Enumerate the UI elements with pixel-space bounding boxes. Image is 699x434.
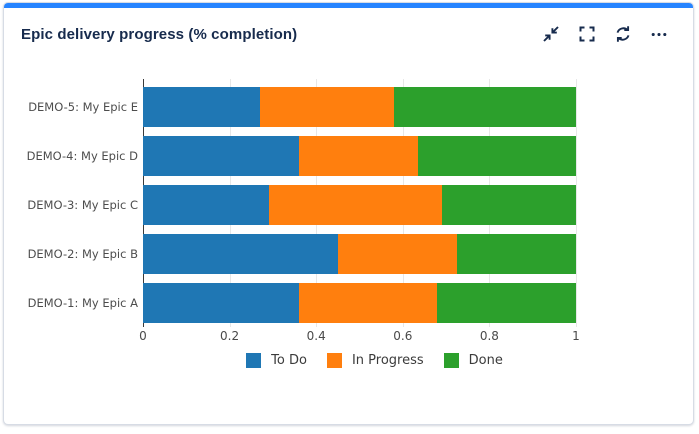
refresh-icon xyxy=(613,24,633,44)
chart-title: Epic delivery progress (% completion) xyxy=(21,25,298,43)
fullscreen-icon xyxy=(578,25,596,43)
bar-segment-to-do[interactable] xyxy=(143,283,299,323)
legend-swatch xyxy=(443,353,459,368)
collapse-button[interactable] xyxy=(541,24,561,44)
bar-segment-done[interactable] xyxy=(456,234,576,274)
bar-segment-done[interactable] xyxy=(441,185,576,225)
bar-segment-to-do[interactable] xyxy=(143,185,269,225)
y-axis-category-label: DEMO-1: My Epic A xyxy=(27,296,138,310)
x-axis-tick-label: 0 xyxy=(139,329,147,343)
x-axis-tick-label: 0.2 xyxy=(220,329,240,343)
stacked-bar-chart: 0 0.2 0.4 0.6 0.8 1 DEMO-5: My Epic E DEMO-4: M… xyxy=(4,3,693,424)
x-axis-tick-label: 0.4 xyxy=(306,329,326,343)
bar-segment-in-progress[interactable] xyxy=(298,283,438,323)
card-toolbar xyxy=(541,24,669,44)
collapse-icon xyxy=(542,25,560,43)
bar-segment-in-progress[interactable] xyxy=(259,87,395,127)
y-axis-category-label: DEMO-2: My Epic B xyxy=(27,247,138,261)
legend-item-done[interactable]: Done xyxy=(443,353,503,368)
legend-label: To Do xyxy=(271,353,307,368)
chart-legend-items: To Do In Progress Done xyxy=(246,353,503,368)
dashboard-gadget-card: Epic delivery progress (% completion) xyxy=(3,2,694,425)
bar-segment-in-progress[interactable] xyxy=(337,234,457,274)
legend-label: Done xyxy=(468,353,503,368)
fullscreen-button[interactable] xyxy=(577,24,597,44)
y-axis-category-label: DEMO-3: My Epic C xyxy=(27,198,138,212)
legend-item-to-do[interactable]: To Do xyxy=(246,353,307,368)
more-options-icon xyxy=(650,25,668,43)
refresh-button[interactable] xyxy=(613,24,633,44)
x-axis-tick-label: 1 xyxy=(572,329,580,343)
bar-segment-done[interactable] xyxy=(417,136,576,176)
bar-segment-in-progress[interactable] xyxy=(268,185,442,225)
legend-label: In Progress xyxy=(351,353,424,368)
y-axis-category-label: DEMO-4: My Epic D xyxy=(26,149,138,163)
bar-segment-to-do[interactable] xyxy=(143,136,299,176)
bar-segment-in-progress[interactable] xyxy=(298,136,418,176)
legend-swatch xyxy=(326,353,342,368)
chart-legend: To Do In Progress Done xyxy=(4,353,693,368)
x-axis-tick-label: 0.6 xyxy=(393,329,413,343)
more-options-button[interactable] xyxy=(649,24,669,44)
card-accent-bar xyxy=(4,3,693,8)
bar-segment-to-do[interactable] xyxy=(143,87,260,127)
bar-segment-to-do[interactable] xyxy=(143,234,338,274)
bar-segment-done[interactable] xyxy=(394,87,576,127)
legend-item-in-progress[interactable]: In Progress xyxy=(326,353,424,368)
x-axis-tick-label: 0.8 xyxy=(479,329,499,343)
card-header: Epic delivery progress (% completion) xyxy=(4,8,693,60)
bar-segment-done[interactable] xyxy=(437,283,576,323)
x-gridline xyxy=(576,79,577,327)
legend-swatch xyxy=(246,353,262,368)
y-axis-category-label: DEMO-5: My Epic E xyxy=(28,100,138,114)
